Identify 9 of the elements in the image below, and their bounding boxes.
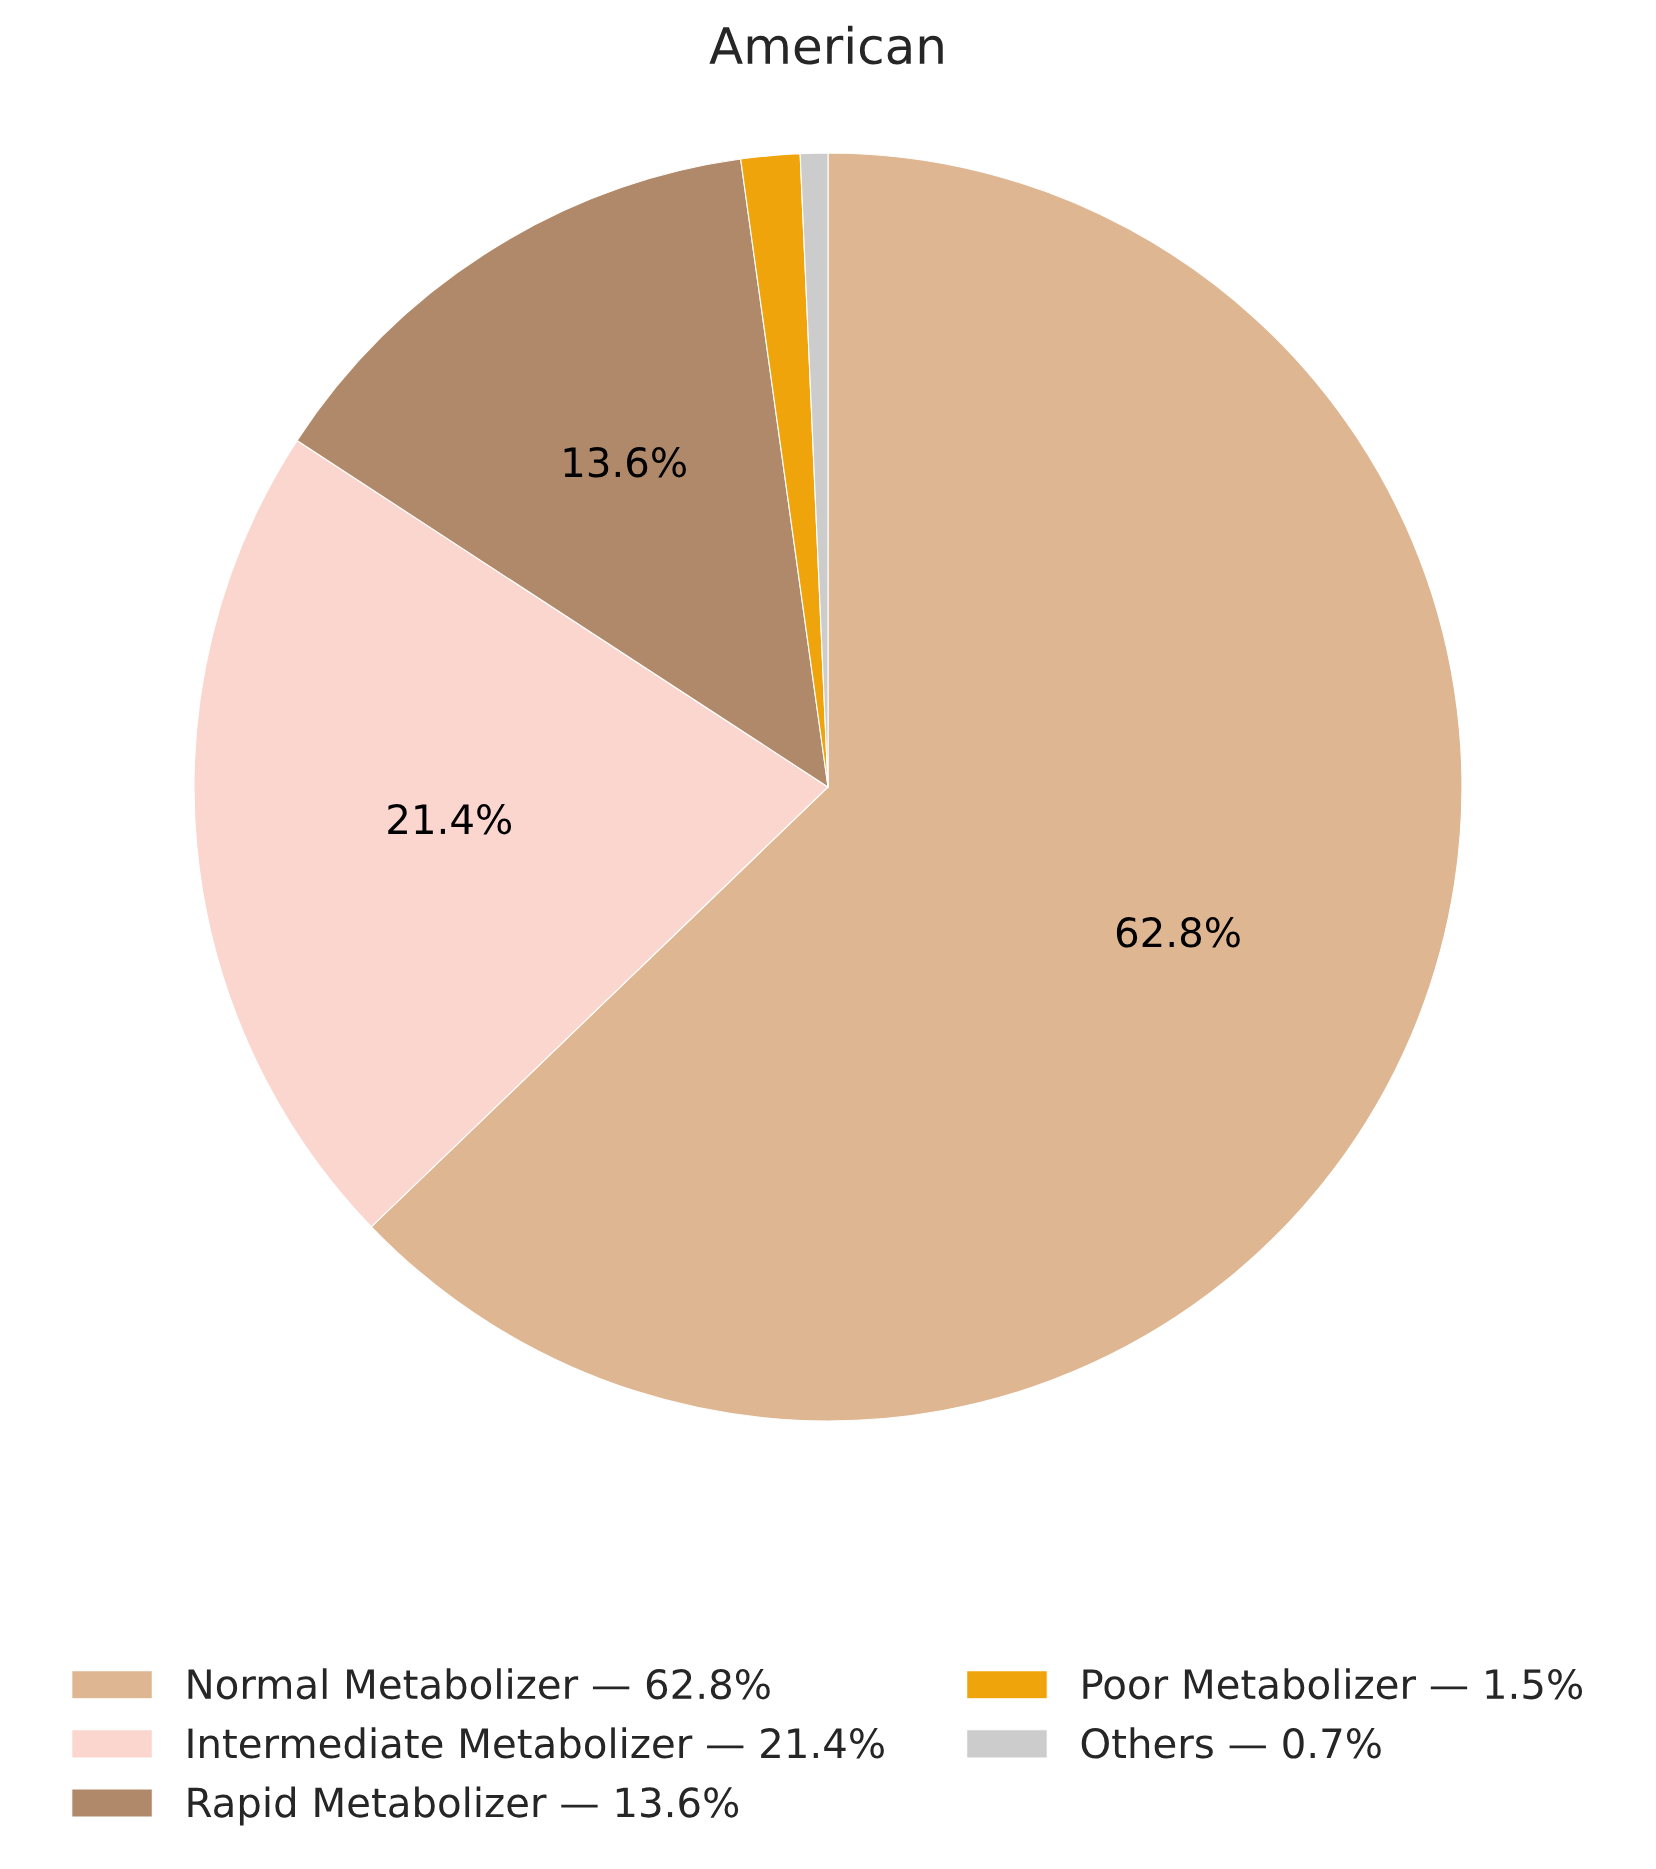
data-label: 21.4% xyxy=(388,804,512,835)
legend-label: Rapid Metabolizer — 13.6% xyxy=(188,1786,739,1826)
legend-label: Poor Metabolizer — 1.5% xyxy=(1083,1668,1583,1700)
data-label: 62.8% xyxy=(1116,917,1240,948)
legend-label: Others — 0.7% xyxy=(1081,1727,1381,1759)
data-label: 13.6% xyxy=(564,447,686,478)
legend-label: Normal Metabolizer — 62.8% xyxy=(188,1668,770,1700)
chart-title: American xyxy=(709,25,943,65)
legend-label: Intermediate Metabolizer — 21.4% xyxy=(188,1727,884,1759)
